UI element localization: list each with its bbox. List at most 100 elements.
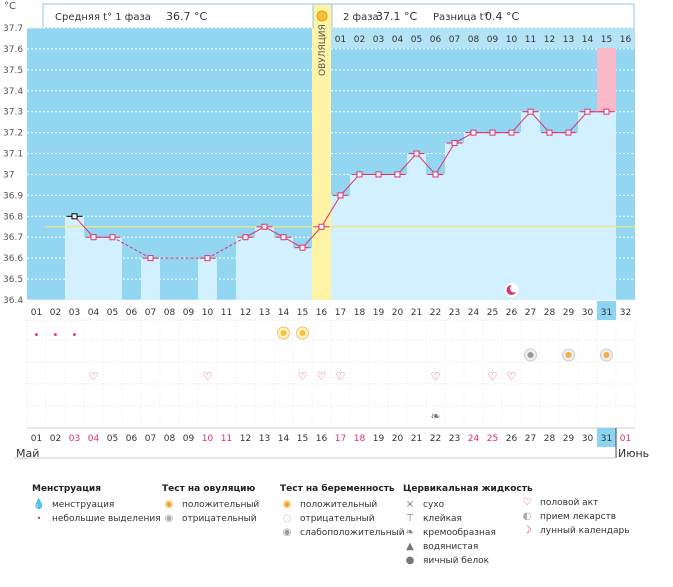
cycle-day-top: 02 xyxy=(354,35,365,45)
temp-bar xyxy=(388,174,407,300)
egg-white-icon: ● xyxy=(405,555,415,566)
phase1-label: Средняя t° 1 фаза xyxy=(55,12,151,23)
creamy-icon: ❧ xyxy=(430,409,440,423)
y-tick-label: 36.4 xyxy=(3,296,23,306)
y-tick-label: 36.6 xyxy=(3,254,23,264)
y-tick-label: 37.1 xyxy=(3,150,23,160)
cycle-day-label: 23 xyxy=(449,308,460,318)
cycle-day-label: 04 xyxy=(88,308,100,318)
moon-shadow xyxy=(510,284,518,293)
legend-title: Тест на овуляцию xyxy=(162,484,256,494)
cycle-day-label: 26 xyxy=(506,308,518,318)
temp-point xyxy=(584,108,591,115)
cycle-day-label: 06 xyxy=(126,308,138,318)
y-tick-label: 36.8 xyxy=(3,212,23,222)
temp-point xyxy=(508,129,515,136)
temp-point xyxy=(261,223,268,230)
cycle-day-top: 01 xyxy=(335,35,346,45)
cycle-day-label: 12 xyxy=(240,308,251,318)
date-label: 19 xyxy=(373,434,385,444)
temp-point xyxy=(90,234,97,241)
temp-bar xyxy=(464,132,483,300)
cycle-day-label: 09 xyxy=(183,308,195,318)
temp-line-segment xyxy=(568,111,588,133)
plot-area: 37.7 37.6 37.5 37.4 37.3 37.2 37.1 37 36.9 36.8 36… xyxy=(3,24,635,306)
legend-item: слабоположительный xyxy=(300,528,405,538)
cycle-day-label: 24 xyxy=(468,308,480,318)
temp-bar xyxy=(369,174,388,300)
date-label: 03 xyxy=(69,434,80,444)
temp-line-segment xyxy=(435,142,455,175)
temp-point xyxy=(318,223,325,230)
legend-item: клейкая xyxy=(423,514,462,524)
ovulation-test-core xyxy=(299,330,306,336)
date-label: 29 xyxy=(563,434,575,444)
small-drop-icon: • xyxy=(36,514,42,523)
temp-line-segment xyxy=(74,215,94,238)
cycle-day-top: 13 xyxy=(563,35,574,45)
temp-bar xyxy=(84,237,103,300)
temp-bar xyxy=(274,237,293,300)
cycle-day-label: 18 xyxy=(354,308,366,318)
date-label: 20 xyxy=(392,434,404,444)
heart-icon: ♡ xyxy=(203,370,213,383)
legend-item: отрицательный xyxy=(300,514,375,524)
ovulation-negative-icon: ◉ xyxy=(164,513,174,524)
legend-item: менструация xyxy=(52,500,115,510)
heart-icon: ♡ xyxy=(89,370,99,383)
heart-icon: ♡ xyxy=(488,370,498,383)
temp-line-segment xyxy=(112,236,151,259)
marker-rows: 01 02 03 04 05 06 07 08 09 10 11 12 13 14 15 16 17 18 19 20… xyxy=(14,300,649,460)
date-label: 21 xyxy=(411,434,422,444)
legend-ovulation-test: Тест на овуляцию ◉ положительный ◉ отрицат… xyxy=(162,482,259,526)
date-label: 26 xyxy=(506,434,518,444)
temp-bar xyxy=(236,237,255,300)
legend-item: кремообразная xyxy=(423,528,496,538)
date-label: 31 xyxy=(601,434,612,444)
temp-bar xyxy=(578,111,597,300)
y-tick-label: 36.9 xyxy=(3,191,23,201)
cycle-day-top: 11 xyxy=(525,35,536,45)
temp-point xyxy=(147,255,154,262)
date-label: 28 xyxy=(544,434,556,444)
date-label: 25 xyxy=(487,434,498,444)
cycle-day-label: 19 xyxy=(373,308,385,318)
temp-bar xyxy=(597,111,616,300)
temp-bar xyxy=(559,132,578,300)
date-label: 02 xyxy=(50,434,61,444)
today-column xyxy=(597,48,616,112)
temp-line-segment xyxy=(245,226,265,238)
y-tick-label: 36.7 xyxy=(3,233,23,243)
creamy-icon: ❧ xyxy=(405,527,415,538)
legend-item: лунный календарь xyxy=(540,526,630,536)
temp-point xyxy=(299,244,306,251)
menstruation-drop-icon: • xyxy=(53,330,59,341)
cycle-day-label: 10 xyxy=(202,308,214,318)
temp-bar xyxy=(540,132,559,300)
heart-icon: ♡ xyxy=(298,370,308,383)
cycle-day-label: 15 xyxy=(297,308,308,318)
moon-icon: ☽ xyxy=(522,525,532,536)
date-label: 23 xyxy=(449,434,460,444)
pill-icon: ◐ xyxy=(522,511,532,522)
date-label: 17 xyxy=(335,434,346,444)
month-right-label: Июнь xyxy=(618,447,649,460)
cycle-day-top: 03 xyxy=(373,35,384,45)
legend-item: водянистая xyxy=(423,542,479,552)
cycle-day-label: 21 xyxy=(411,308,422,318)
temp-line-segment xyxy=(340,174,360,196)
date-label: 05 xyxy=(107,434,118,444)
legend-item: положительный xyxy=(182,500,260,510)
temp-point xyxy=(527,108,534,115)
legend-menstruation: Менструация 💧 менструация • небольшие выде… xyxy=(32,482,161,526)
date-label: 27 xyxy=(525,434,536,444)
legend-pregnancy-test: Тест на беременность ◉ положительный ○ отр… xyxy=(280,482,405,540)
date-label: 08 xyxy=(164,434,176,444)
temp-bar xyxy=(198,258,217,300)
phase2-value: 37.1 °C xyxy=(376,10,417,23)
temp-bar xyxy=(103,237,122,300)
legend-title: Цервикальная жидкость xyxy=(403,484,533,494)
y-tick-label: 37.7 xyxy=(3,24,23,34)
temp-point xyxy=(280,234,287,241)
